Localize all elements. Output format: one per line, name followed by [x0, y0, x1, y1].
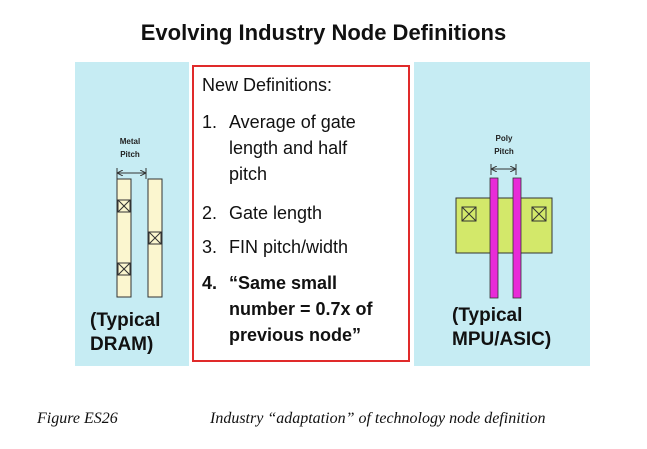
definition-item-4: 4. “Same small number = 0.7x of previous no…	[202, 270, 399, 348]
metal-line-1	[116, 178, 132, 298]
contact-1	[117, 199, 131, 213]
definition-item-2: 2. Gate length	[202, 200, 399, 226]
definition-text: FIN pitch/width	[229, 237, 349, 257]
dram-panel: Metal Pitch (Typical DRAM)	[75, 62, 189, 366]
contact-3	[148, 231, 162, 245]
definition-text: “Same small	[229, 273, 338, 293]
metal-lines-diagram	[116, 168, 163, 298]
poly-label-line1: Poly	[495, 134, 513, 143]
dram-caption: (Typical DRAM)	[90, 309, 160, 357]
definition-text: previous node”	[229, 325, 362, 345]
contact-2	[117, 262, 131, 276]
dram-caption-line2: DRAM)	[90, 334, 154, 355]
figure-title: Evolving Industry Node Definitions	[140, 20, 507, 45]
definition-text: pitch	[229, 164, 268, 184]
metal-label-line1: Metal	[119, 137, 141, 146]
definition-text: Gate length	[229, 203, 323, 223]
active-area	[455, 197, 553, 254]
mpu-caption: (Typical MPU/ASIC)	[452, 304, 551, 352]
definition-num-2: 2.	[202, 203, 218, 223]
contact-left	[461, 206, 477, 222]
definition-text: number = 0.7x of	[229, 299, 373, 319]
definition-item-3: 3. FIN pitch/width	[202, 234, 399, 260]
dram-caption-line1: (Typical	[90, 310, 161, 331]
mpu-panel: Poly Pitch (Typical MPU/ASIC)	[414, 62, 590, 366]
poly-line-2	[512, 177, 522, 299]
definition-item-1: 1. Average of gate length and half pitch	[202, 109, 399, 187]
contact-right	[531, 206, 547, 222]
definition-text: Average of gate	[229, 112, 356, 132]
definition-num-4: 4.	[202, 273, 218, 293]
poly-label-line2: Pitch	[494, 147, 514, 156]
definitions-box: New Definitions: 1. Average of gate length…	[192, 65, 410, 362]
poly-line-1	[489, 177, 499, 299]
poly-label: Poly Pitch	[479, 134, 529, 156]
figure-label: Figure ES26	[37, 410, 118, 427]
figure-caption: Industry “adaptation” of technology node…	[210, 410, 546, 427]
metal-label: Metal Pitch	[105, 137, 155, 159]
definition-text: length and half	[229, 138, 348, 158]
definitions-heading: New Definitions:	[202, 75, 333, 95]
poly-gate-diagram	[455, 164, 553, 299]
mpu-caption-line2: MPU/ASIC)	[452, 329, 552, 350]
definition-num-3: 3.	[202, 237, 218, 257]
metal-label-line2: Pitch	[120, 150, 140, 159]
mpu-caption-line1: (Typical	[452, 305, 523, 326]
definition-num-1: 1.	[202, 112, 218, 132]
